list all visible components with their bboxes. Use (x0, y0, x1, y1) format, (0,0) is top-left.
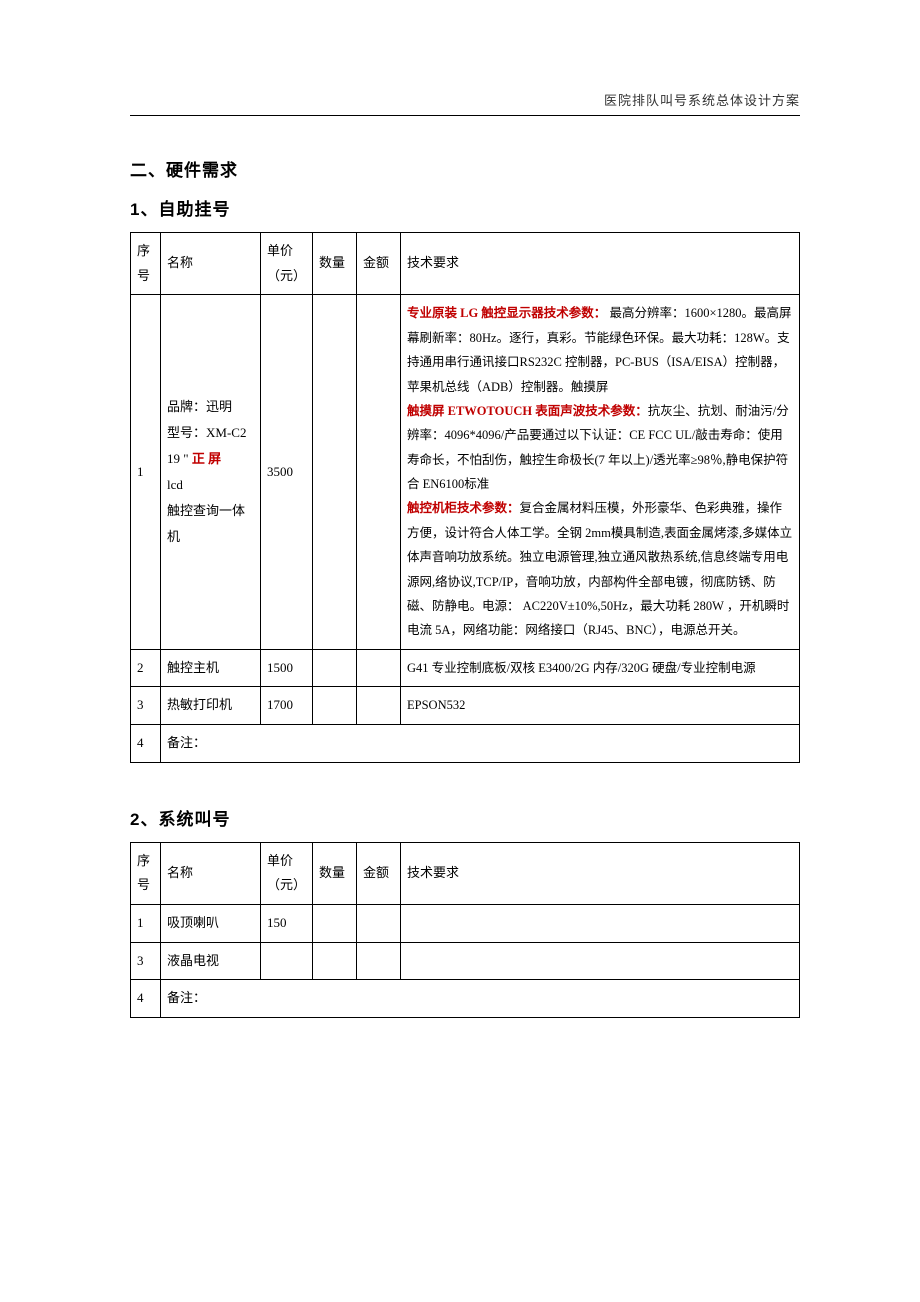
cell-seq: 4 (131, 725, 161, 763)
table-2-row-2: 3 液晶电视 (131, 942, 800, 980)
name-line: 型号：XM-C2 (167, 425, 246, 440)
cell-price: 3500 (261, 295, 313, 649)
cell-req (401, 905, 800, 943)
cell-name: 触控主机 (161, 649, 261, 687)
cell-qty (313, 295, 357, 649)
table-1-row-4: 4 备注： (131, 725, 800, 763)
col-qty: 数量 (313, 842, 357, 904)
col-seq: 序号 (131, 842, 161, 904)
col-price: 单价（元） (261, 233, 313, 295)
cell-seq: 3 (131, 687, 161, 725)
table-1-row-1: 1 品牌：迅明 型号：XM-C2 19 " 正 屏 lcd 触控查询一体机 35… (131, 295, 800, 649)
req-label: 专业原装 LG 触控显示器技术参数： (407, 306, 606, 320)
name-line: 品牌：迅明 (167, 399, 232, 414)
table-1-header-row: 序号 名称 单价（元） 数量 金额 技术要求 (131, 233, 800, 295)
col-price: 单价（元） (261, 842, 313, 904)
page-header: 医院排队叫号系统总体设计方案 (130, 90, 800, 116)
table-1-row-2: 2 触控主机 1500 G41 专业控制底板/双核 E3400/2G 内存/32… (131, 649, 800, 687)
table-2-row-1: 1 吸顶喇叭 150 (131, 905, 800, 943)
name-highlight: 正 屏 (192, 451, 221, 466)
cell-qty (313, 942, 357, 980)
cell-seq: 3 (131, 942, 161, 980)
cell-req: 专业原装 LG 触控显示器技术参数： 最高分辨率：1600×1280。最高屏幕刷… (401, 295, 800, 649)
sub-1-title: 1、自助挂号 (130, 195, 800, 220)
col-name: 名称 (161, 842, 261, 904)
col-name: 名称 (161, 233, 261, 295)
cell-note: 备注： (161, 725, 800, 763)
table-2: 序号 名称 单价（元） 数量 金额 技术要求 1 吸顶喇叭 150 3 液晶电视… (130, 842, 800, 1018)
cell-qty (313, 649, 357, 687)
name-line: 触控查询一体机 (167, 503, 245, 544)
cell-seq: 4 (131, 980, 161, 1018)
col-qty: 数量 (313, 233, 357, 295)
cell-req: G41 专业控制底板/双核 E3400/2G 内存/320G 硬盘/专业控制电源 (401, 649, 800, 687)
col-amount: 金额 (357, 233, 401, 295)
sub-2-title: 2、系统叫号 (130, 805, 800, 830)
cell-price: 1500 (261, 649, 313, 687)
col-req: 技术要求 (401, 842, 800, 904)
cell-amount (357, 687, 401, 725)
name-line: 19 " (167, 451, 192, 466)
cell-price (261, 942, 313, 980)
cell-price: 150 (261, 905, 313, 943)
req-body: 复合金属材料压模，外形豪华、色彩典雅，操作方便，设计符合人体工学。全钢 2mm模… (407, 501, 792, 637)
table-1: 序号 名称 单价（元） 数量 金额 技术要求 1 品牌：迅明 型号：XM-C2 … (130, 232, 800, 763)
cell-amount (357, 649, 401, 687)
cell-seq: 1 (131, 295, 161, 649)
cell-req: EPSON532 (401, 687, 800, 725)
cell-amount (357, 295, 401, 649)
name-line: lcd (167, 477, 183, 492)
col-seq: 序号 (131, 233, 161, 295)
cell-qty (313, 687, 357, 725)
cell-req (401, 942, 800, 980)
table-2-row-3: 4 备注： (131, 980, 800, 1018)
cell-price: 1700 (261, 687, 313, 725)
col-req: 技术要求 (401, 233, 800, 295)
cell-name: 液晶电视 (161, 942, 261, 980)
cell-note: 备注： (161, 980, 800, 1018)
section-2-title: 二、硬件需求 (130, 156, 800, 181)
cell-seq: 1 (131, 905, 161, 943)
page: 医院排队叫号系统总体设计方案 二、硬件需求 1、自助挂号 序号 名称 单价（元）… (0, 0, 920, 1108)
cell-qty (313, 905, 357, 943)
cell-amount (357, 942, 401, 980)
req-label: 触控机柜技术参数： (407, 501, 520, 515)
cell-name: 吸顶喇叭 (161, 905, 261, 943)
cell-name: 热敏打印机 (161, 687, 261, 725)
table-1-row-3: 3 热敏打印机 1700 EPSON532 (131, 687, 800, 725)
req-label: 触摸屏 ETWOTOUCH 表面声波技术参数： (407, 404, 648, 418)
table-2-header-row: 序号 名称 单价（元） 数量 金额 技术要求 (131, 842, 800, 904)
cell-seq: 2 (131, 649, 161, 687)
cell-amount (357, 905, 401, 943)
cell-name: 品牌：迅明 型号：XM-C2 19 " 正 屏 lcd 触控查询一体机 (161, 295, 261, 649)
page-header-title: 医院排队叫号系统总体设计方案 (604, 93, 800, 108)
col-amount: 金额 (357, 842, 401, 904)
